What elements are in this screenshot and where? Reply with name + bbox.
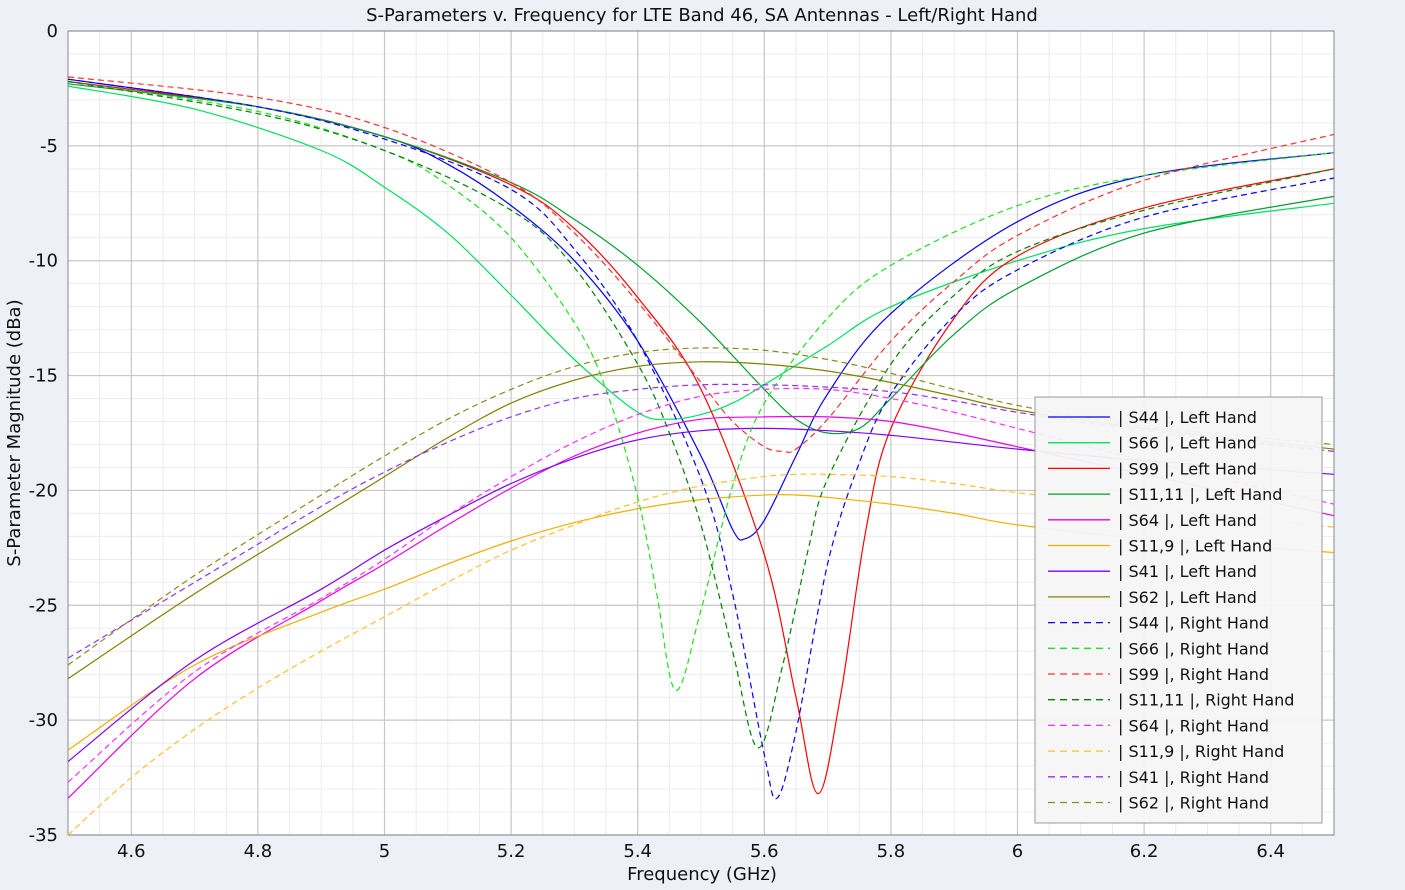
legend: | S44 |, Left Hand | S66 |, Left Hand | S9… [1034, 396, 1323, 824]
y-tick-label: -30 [29, 710, 58, 731]
x-tick-label: 5.2 [497, 841, 526, 862]
y-axis-label: S-Parameter Magnitude (dBa) [4, 299, 25, 566]
legend-label-3: | S11,11 |, Left Hand [1118, 485, 1282, 504]
x-tick-label: 5 [379, 841, 390, 862]
series-line-2 [67, 80, 1335, 795]
series-line-5 [67, 493, 1335, 751]
legend-label-6: | S41 |, Left Hand [1118, 562, 1257, 581]
series-line-15 [67, 347, 1335, 666]
series-line-6 [67, 427, 1335, 762]
legend-label-8: | S44 |, Right Hand [1118, 614, 1269, 633]
legend-label-0: | S44 |, Left Hand [1118, 408, 1257, 427]
y-tick-label: -35 [29, 825, 58, 846]
series-line-3 [67, 83, 1335, 435]
series-line-9 [67, 80, 1335, 691]
y-tick-label: -5 [40, 136, 58, 157]
series-line-10 [67, 76, 1335, 453]
series-line-13 [67, 473, 1335, 836]
legend-label-15: | S62 |, Right Hand [1118, 794, 1269, 813]
legend-label-7: | S62 |, Left Hand [1118, 588, 1257, 607]
x-tick-label: 6 [1012, 841, 1023, 862]
x-tick-label: 6.2 [1130, 841, 1159, 862]
legend-label-12: | S64 |, Right Hand [1118, 716, 1269, 735]
legend-label-13: | S11,9 |, Right Hand [1118, 742, 1284, 761]
y-tick-label: -25 [29, 595, 58, 616]
y-tick-label: 0 [47, 21, 58, 42]
y-tick-label: -10 [29, 251, 58, 272]
y-tick-label: -15 [29, 366, 58, 387]
chart-title: S-Parameters v. Frequency for LTE Band 4… [366, 5, 1038, 26]
plot-frame [67, 30, 1335, 836]
legend-label-14: | S41 |, Right Hand [1118, 768, 1269, 787]
x-tick-label: 4.8 [244, 841, 273, 862]
series-line-12 [67, 387, 1335, 783]
series-line-11 [67, 80, 1335, 749]
x-tick-label: 5.8 [877, 841, 906, 862]
series-line-1 [67, 85, 1335, 421]
series-line-14 [67, 383, 1335, 659]
x-tick-label: 4.6 [117, 841, 146, 862]
legend-label-10: | S99 |, Right Hand [1118, 665, 1269, 684]
legend-label-2: | S99 |, Left Hand [1118, 459, 1257, 478]
series-line-7 [67, 361, 1335, 680]
x-axis-label: Frequency (GHz) [627, 864, 777, 885]
series-layer [67, 76, 1335, 836]
series-line-8 [67, 78, 1335, 800]
legend-label-1: | S66 |, Left Hand [1118, 434, 1257, 453]
y-tick-labels: 0 -5 -10 -15 -20 -25 -30 -35 [29, 21, 58, 846]
legend-label-11: | S11,11 |, Right Hand [1118, 691, 1294, 710]
legend-label-9: | S66 |, Right Hand [1118, 639, 1269, 658]
y-tick-label: -20 [29, 480, 58, 501]
x-tick-label: 6.4 [1256, 841, 1285, 862]
x-tick-label: 5.4 [623, 841, 652, 862]
legend-label-4: | S64 |, Left Hand [1118, 511, 1257, 530]
legend-label-5: | S11,9 |, Left Hand [1118, 537, 1272, 556]
x-tick-labels: 4.6 4.8 5 5.2 5.4 5.6 5.8 6 6.2 6.4 [117, 841, 1285, 862]
x-tick-label: 5.6 [750, 841, 779, 862]
